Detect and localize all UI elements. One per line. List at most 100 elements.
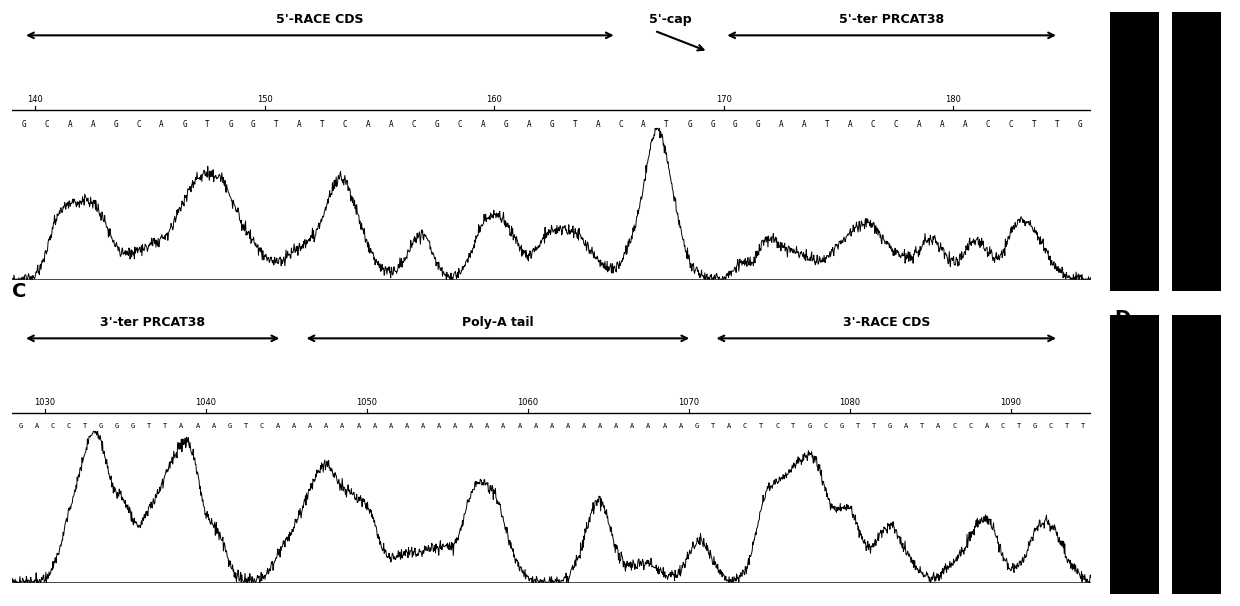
- Text: A: A: [595, 120, 600, 129]
- Text: A: A: [641, 120, 646, 129]
- Text: C: C: [51, 423, 55, 429]
- Text: A: A: [196, 423, 200, 429]
- Text: 1070: 1070: [678, 398, 699, 407]
- Text: T: T: [83, 423, 87, 429]
- Text: A: A: [469, 423, 474, 429]
- Text: C: C: [968, 423, 972, 429]
- Text: T: T: [920, 423, 924, 429]
- Text: T: T: [1054, 120, 1059, 129]
- Text: C: C: [743, 423, 748, 429]
- Text: A: A: [614, 423, 619, 429]
- Text: A: A: [501, 423, 506, 429]
- Text: C: C: [136, 120, 141, 129]
- Text: T: T: [872, 423, 875, 429]
- Text: T: T: [148, 423, 151, 429]
- Text: T: T: [205, 120, 210, 129]
- Text: A: A: [436, 423, 441, 429]
- Text: T: T: [791, 423, 795, 429]
- Text: 3'-RACE CDS: 3'-RACE CDS: [842, 316, 930, 329]
- Text: A: A: [91, 120, 95, 129]
- Text: G: G: [228, 423, 232, 429]
- Text: A: A: [372, 423, 377, 429]
- Text: G: G: [21, 120, 26, 129]
- Text: 180: 180: [946, 95, 961, 104]
- Text: G: G: [19, 423, 22, 429]
- Text: A: A: [485, 423, 490, 429]
- Text: G: G: [888, 423, 892, 429]
- Text: A: A: [340, 423, 345, 429]
- Text: T: T: [1017, 423, 1021, 429]
- Text: G: G: [756, 120, 760, 129]
- Text: A: A: [527, 120, 531, 129]
- Text: A: A: [212, 423, 216, 429]
- Text: T: T: [759, 423, 764, 429]
- Text: G: G: [115, 423, 119, 429]
- Text: 1080: 1080: [839, 398, 861, 407]
- Text: C: C: [870, 120, 875, 129]
- Text: C: C: [894, 120, 899, 129]
- Text: A: A: [35, 423, 38, 429]
- Text: G: G: [711, 120, 714, 129]
- Text: C: C: [12, 282, 27, 301]
- Text: A: A: [598, 423, 603, 429]
- Text: T: T: [1065, 423, 1069, 429]
- Text: 170: 170: [715, 95, 732, 104]
- Text: C: C: [619, 120, 622, 129]
- Text: C: C: [775, 423, 780, 429]
- Text: T: T: [856, 423, 859, 429]
- Text: A: A: [420, 423, 425, 429]
- Text: A: A: [180, 423, 184, 429]
- Text: T: T: [1032, 120, 1037, 129]
- Text: T: T: [1081, 423, 1085, 429]
- Text: A: A: [646, 423, 651, 429]
- Text: 150: 150: [257, 95, 273, 104]
- Text: A: A: [481, 120, 485, 129]
- Text: G: G: [503, 120, 508, 129]
- Text: A: A: [630, 423, 635, 429]
- Text: A: A: [848, 120, 853, 129]
- Text: A: A: [904, 423, 908, 429]
- Text: A: A: [388, 423, 393, 429]
- Text: 5'-RACE CDS: 5'-RACE CDS: [277, 13, 363, 26]
- Text: A: A: [277, 423, 280, 429]
- Text: A: A: [453, 423, 458, 429]
- Text: A: A: [533, 423, 538, 429]
- Text: G: G: [99, 423, 103, 429]
- Text: 1040: 1040: [195, 398, 216, 407]
- Text: G: G: [733, 120, 738, 129]
- Text: 160: 160: [486, 95, 502, 104]
- Text: C: C: [823, 423, 827, 429]
- Text: A: A: [936, 423, 940, 429]
- Text: A: A: [517, 423, 522, 429]
- Text: A: A: [985, 423, 988, 429]
- Text: A: A: [366, 120, 371, 129]
- Text: T: T: [711, 423, 715, 429]
- Text: 3'-ter PRCAT38: 3'-ter PRCAT38: [100, 316, 205, 329]
- Text: T: T: [320, 120, 325, 129]
- Text: A: A: [940, 120, 945, 129]
- Text: C: C: [458, 120, 463, 129]
- Text: C: C: [1001, 423, 1004, 429]
- Text: 1090: 1090: [1001, 398, 1022, 407]
- Text: C: C: [986, 120, 991, 129]
- Text: Poly-A tail: Poly-A tail: [463, 316, 533, 329]
- Text: A: A: [309, 423, 312, 429]
- Text: G: G: [113, 120, 118, 129]
- Text: D: D: [1114, 309, 1131, 328]
- Text: G: G: [1033, 423, 1037, 429]
- Text: T: T: [274, 120, 279, 129]
- Text: 1030: 1030: [33, 398, 55, 407]
- Text: A: A: [727, 423, 732, 429]
- Text: 1060: 1060: [517, 398, 538, 407]
- Text: A: A: [916, 120, 921, 129]
- Text: A: A: [549, 423, 554, 429]
- Text: A: A: [662, 423, 667, 429]
- Text: G: G: [182, 120, 187, 129]
- Text: 5'-ter PRCAT38: 5'-ter PRCAT38: [839, 13, 944, 26]
- Text: G: G: [839, 423, 843, 429]
- Text: A: A: [298, 120, 301, 129]
- Text: C: C: [45, 120, 50, 129]
- Text: A: A: [67, 120, 72, 129]
- Text: T: T: [665, 120, 668, 129]
- Text: G: G: [807, 423, 811, 429]
